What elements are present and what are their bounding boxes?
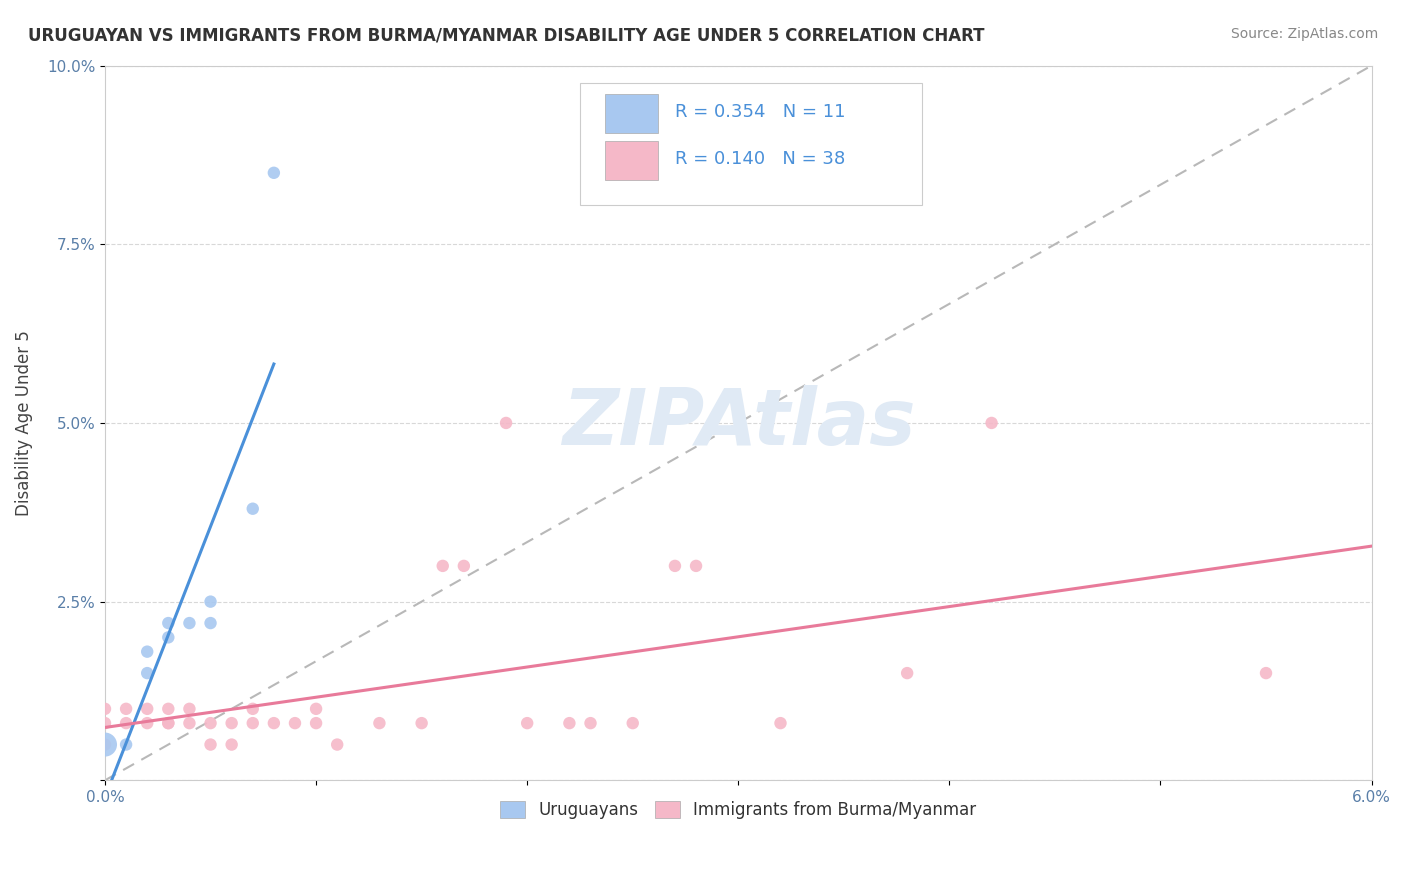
Point [94,738,117,752]
Point [157,616,180,631]
Point [136,645,159,659]
Point [263,166,285,180]
Point [157,716,180,731]
Point [558,716,581,731]
Point [305,716,328,731]
Point [769,716,792,731]
Point [157,716,180,731]
Point [94,716,117,731]
Point [157,631,180,645]
Point [411,716,433,731]
Point [242,702,264,716]
FancyBboxPatch shape [606,95,658,134]
Point [221,716,243,731]
Point [242,716,264,731]
Point [980,416,1002,430]
Point [432,558,454,573]
Point [200,738,222,752]
Point [263,716,285,731]
Text: R = 0.140   N = 38: R = 0.140 N = 38 [675,150,845,168]
Point [1254,666,1277,681]
Point [136,702,159,716]
Point [115,702,138,716]
Point [115,716,138,731]
Point [136,716,159,731]
Point [157,702,180,716]
Point [94,702,117,716]
Point [179,702,201,716]
Point [136,666,159,681]
Point [579,716,602,731]
Point [200,716,222,731]
Point [326,738,349,752]
Point [200,594,222,608]
Point [621,716,644,731]
Point [179,716,201,731]
Point [896,666,918,681]
FancyBboxPatch shape [606,141,658,180]
Point [242,501,264,516]
Text: URUGUAYAN VS IMMIGRANTS FROM BURMA/MYANMAR DISABILITY AGE UNDER 5 CORRELATION CH: URUGUAYAN VS IMMIGRANTS FROM BURMA/MYANM… [28,27,984,45]
Point [305,702,328,716]
Text: R = 0.354   N = 11: R = 0.354 N = 11 [675,103,845,121]
Point [664,558,686,573]
Point [495,416,517,430]
Y-axis label: Disability Age Under 5: Disability Age Under 5 [15,330,32,516]
Point [115,738,138,752]
Point [685,558,707,573]
Text: ZIPAtlas: ZIPAtlas [561,385,915,461]
FancyBboxPatch shape [579,84,922,205]
Legend: Uruguayans, Immigrants from Burma/Myanmar: Uruguayans, Immigrants from Burma/Myanma… [494,794,983,826]
Text: Source: ZipAtlas.com: Source: ZipAtlas.com [1230,27,1378,41]
Point [221,738,243,752]
Point [200,616,222,631]
Point [516,716,538,731]
Point [453,558,475,573]
Point [284,716,307,731]
Point [94,738,117,752]
Point [368,716,391,731]
Point [179,616,201,631]
